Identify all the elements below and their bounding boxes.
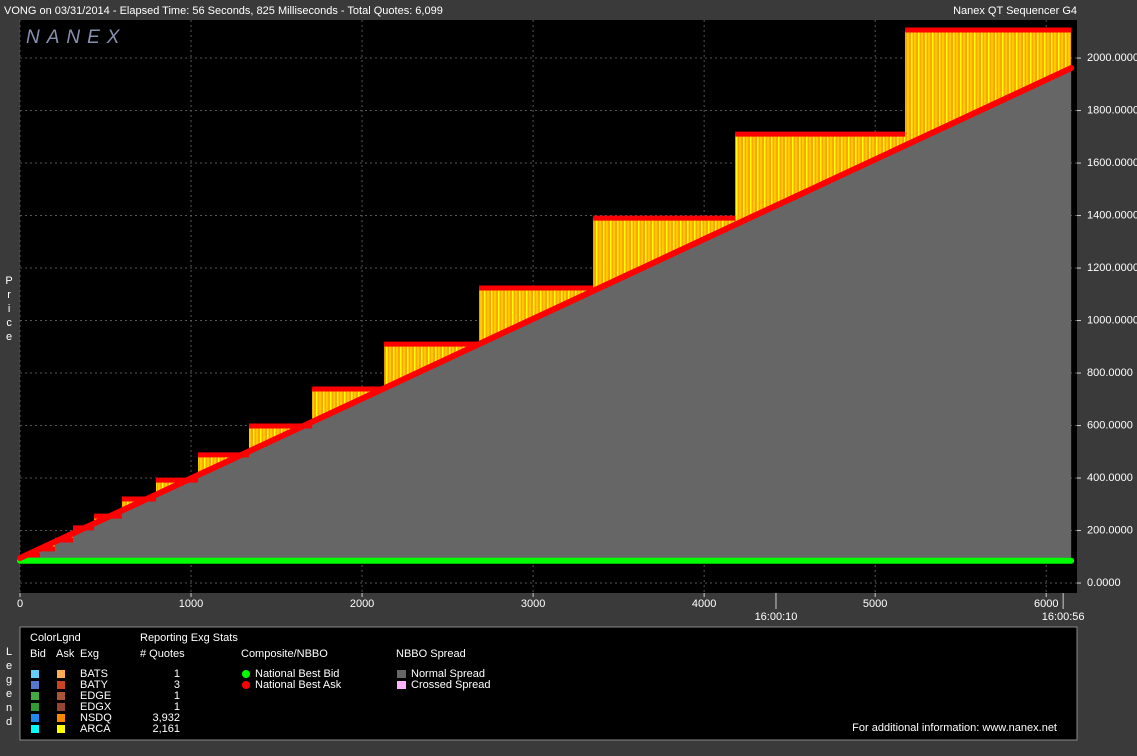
- spread-swatch: [397, 670, 406, 678]
- bid-swatch: [31, 714, 39, 722]
- quote-count: 3: [174, 679, 180, 691]
- exchange-name: EDGE: [80, 690, 111, 702]
- quote-count: 1: [174, 690, 180, 702]
- watermark: NANEX: [26, 27, 126, 48]
- spread-swatch: [397, 681, 406, 689]
- legend-entry: National Best Bid: [255, 668, 339, 680]
- spread-entry: Crossed Spread: [411, 679, 491, 691]
- y-tick-label: 1400.0000: [1087, 209, 1137, 221]
- chart-subtitle: Nanex QT Sequencer G4: [953, 5, 1077, 17]
- y-tick-label: 200.0000: [1087, 524, 1133, 536]
- legend-marker: [242, 670, 250, 678]
- ask-swatch: [57, 714, 65, 722]
- x-tick-label: 0: [17, 598, 23, 610]
- x-tick-label: 6000: [1034, 598, 1058, 610]
- y-tick-label: 1600.0000: [1087, 157, 1137, 169]
- quote-count: 3,932: [152, 712, 180, 724]
- bid-swatch: [31, 681, 39, 689]
- spread-entry: Normal Spread: [411, 668, 485, 680]
- x-tick-label: 5000: [863, 598, 887, 610]
- legend-column: Exg: [80, 648, 99, 660]
- quote-count: 1: [174, 701, 180, 713]
- legend-column: Ask: [56, 648, 75, 660]
- series-line: [17, 65, 1075, 562]
- footer: For additional information: www.nanex.ne…: [852, 722, 1057, 734]
- legend-box: [19, 626, 1078, 741]
- ask-swatch: [57, 725, 65, 733]
- time-label: 16:00:10: [755, 611, 798, 623]
- exchange-name: BATS: [80, 668, 108, 680]
- bid-swatch: [31, 670, 39, 678]
- y-tick-label: 2000.0000: [1087, 52, 1137, 64]
- bid-swatch: [31, 725, 39, 733]
- y-tick-label: 800.0000: [1087, 367, 1133, 379]
- legend-marker: [242, 681, 250, 689]
- quote-fill: [905, 29, 1072, 146]
- exchange-name: ARCA: [80, 723, 111, 735]
- chart-title: VONG on 03/31/2014 - Elapsed Time: 56 Se…: [4, 5, 443, 17]
- ask-swatch: [57, 703, 65, 711]
- composite-title: Composite/NBBO: [241, 648, 328, 660]
- y-tick-label: 1000.0000: [1087, 314, 1137, 326]
- legend-title: ColorLgnd: [30, 632, 81, 644]
- exchange-name: NSDQ: [80, 712, 112, 724]
- legend-side-label: Legend: [3, 646, 15, 730]
- y-tick-label: 600.0000: [1087, 419, 1133, 431]
- bid-swatch: [31, 703, 39, 711]
- exchange-name: BATY: [80, 679, 109, 691]
- stats-title: Reporting Exg Stats: [140, 632, 238, 644]
- legend-column: Bid: [30, 648, 46, 660]
- x-tick-label: 3000: [521, 598, 545, 610]
- legend-entry: National Best Ask: [255, 679, 342, 691]
- y-tick-label: 1800.0000: [1087, 104, 1137, 116]
- x-tick-label: 2000: [350, 598, 374, 610]
- bid-swatch: [31, 692, 39, 700]
- x-tick-label: 1000: [179, 598, 203, 610]
- time-label: 16:00:56: [1042, 611, 1085, 623]
- y-axis-label: Price: [3, 275, 15, 345]
- y-tick-label: 1200.0000: [1087, 262, 1137, 274]
- quote-count: 2,161: [152, 723, 180, 735]
- quote-count: 1: [174, 668, 180, 680]
- ask-swatch: [57, 681, 65, 689]
- ask-swatch: [57, 670, 65, 678]
- stats-column: # Quotes: [140, 648, 185, 660]
- exchange-name: EDGX: [80, 701, 112, 713]
- spread-title: NBBO Spread: [396, 648, 466, 660]
- y-tick-label: 0.0000: [1087, 577, 1121, 589]
- ask-swatch: [57, 692, 65, 700]
- y-tick-label: 400.0000: [1087, 472, 1133, 484]
- x-tick-label: 4000: [692, 598, 716, 610]
